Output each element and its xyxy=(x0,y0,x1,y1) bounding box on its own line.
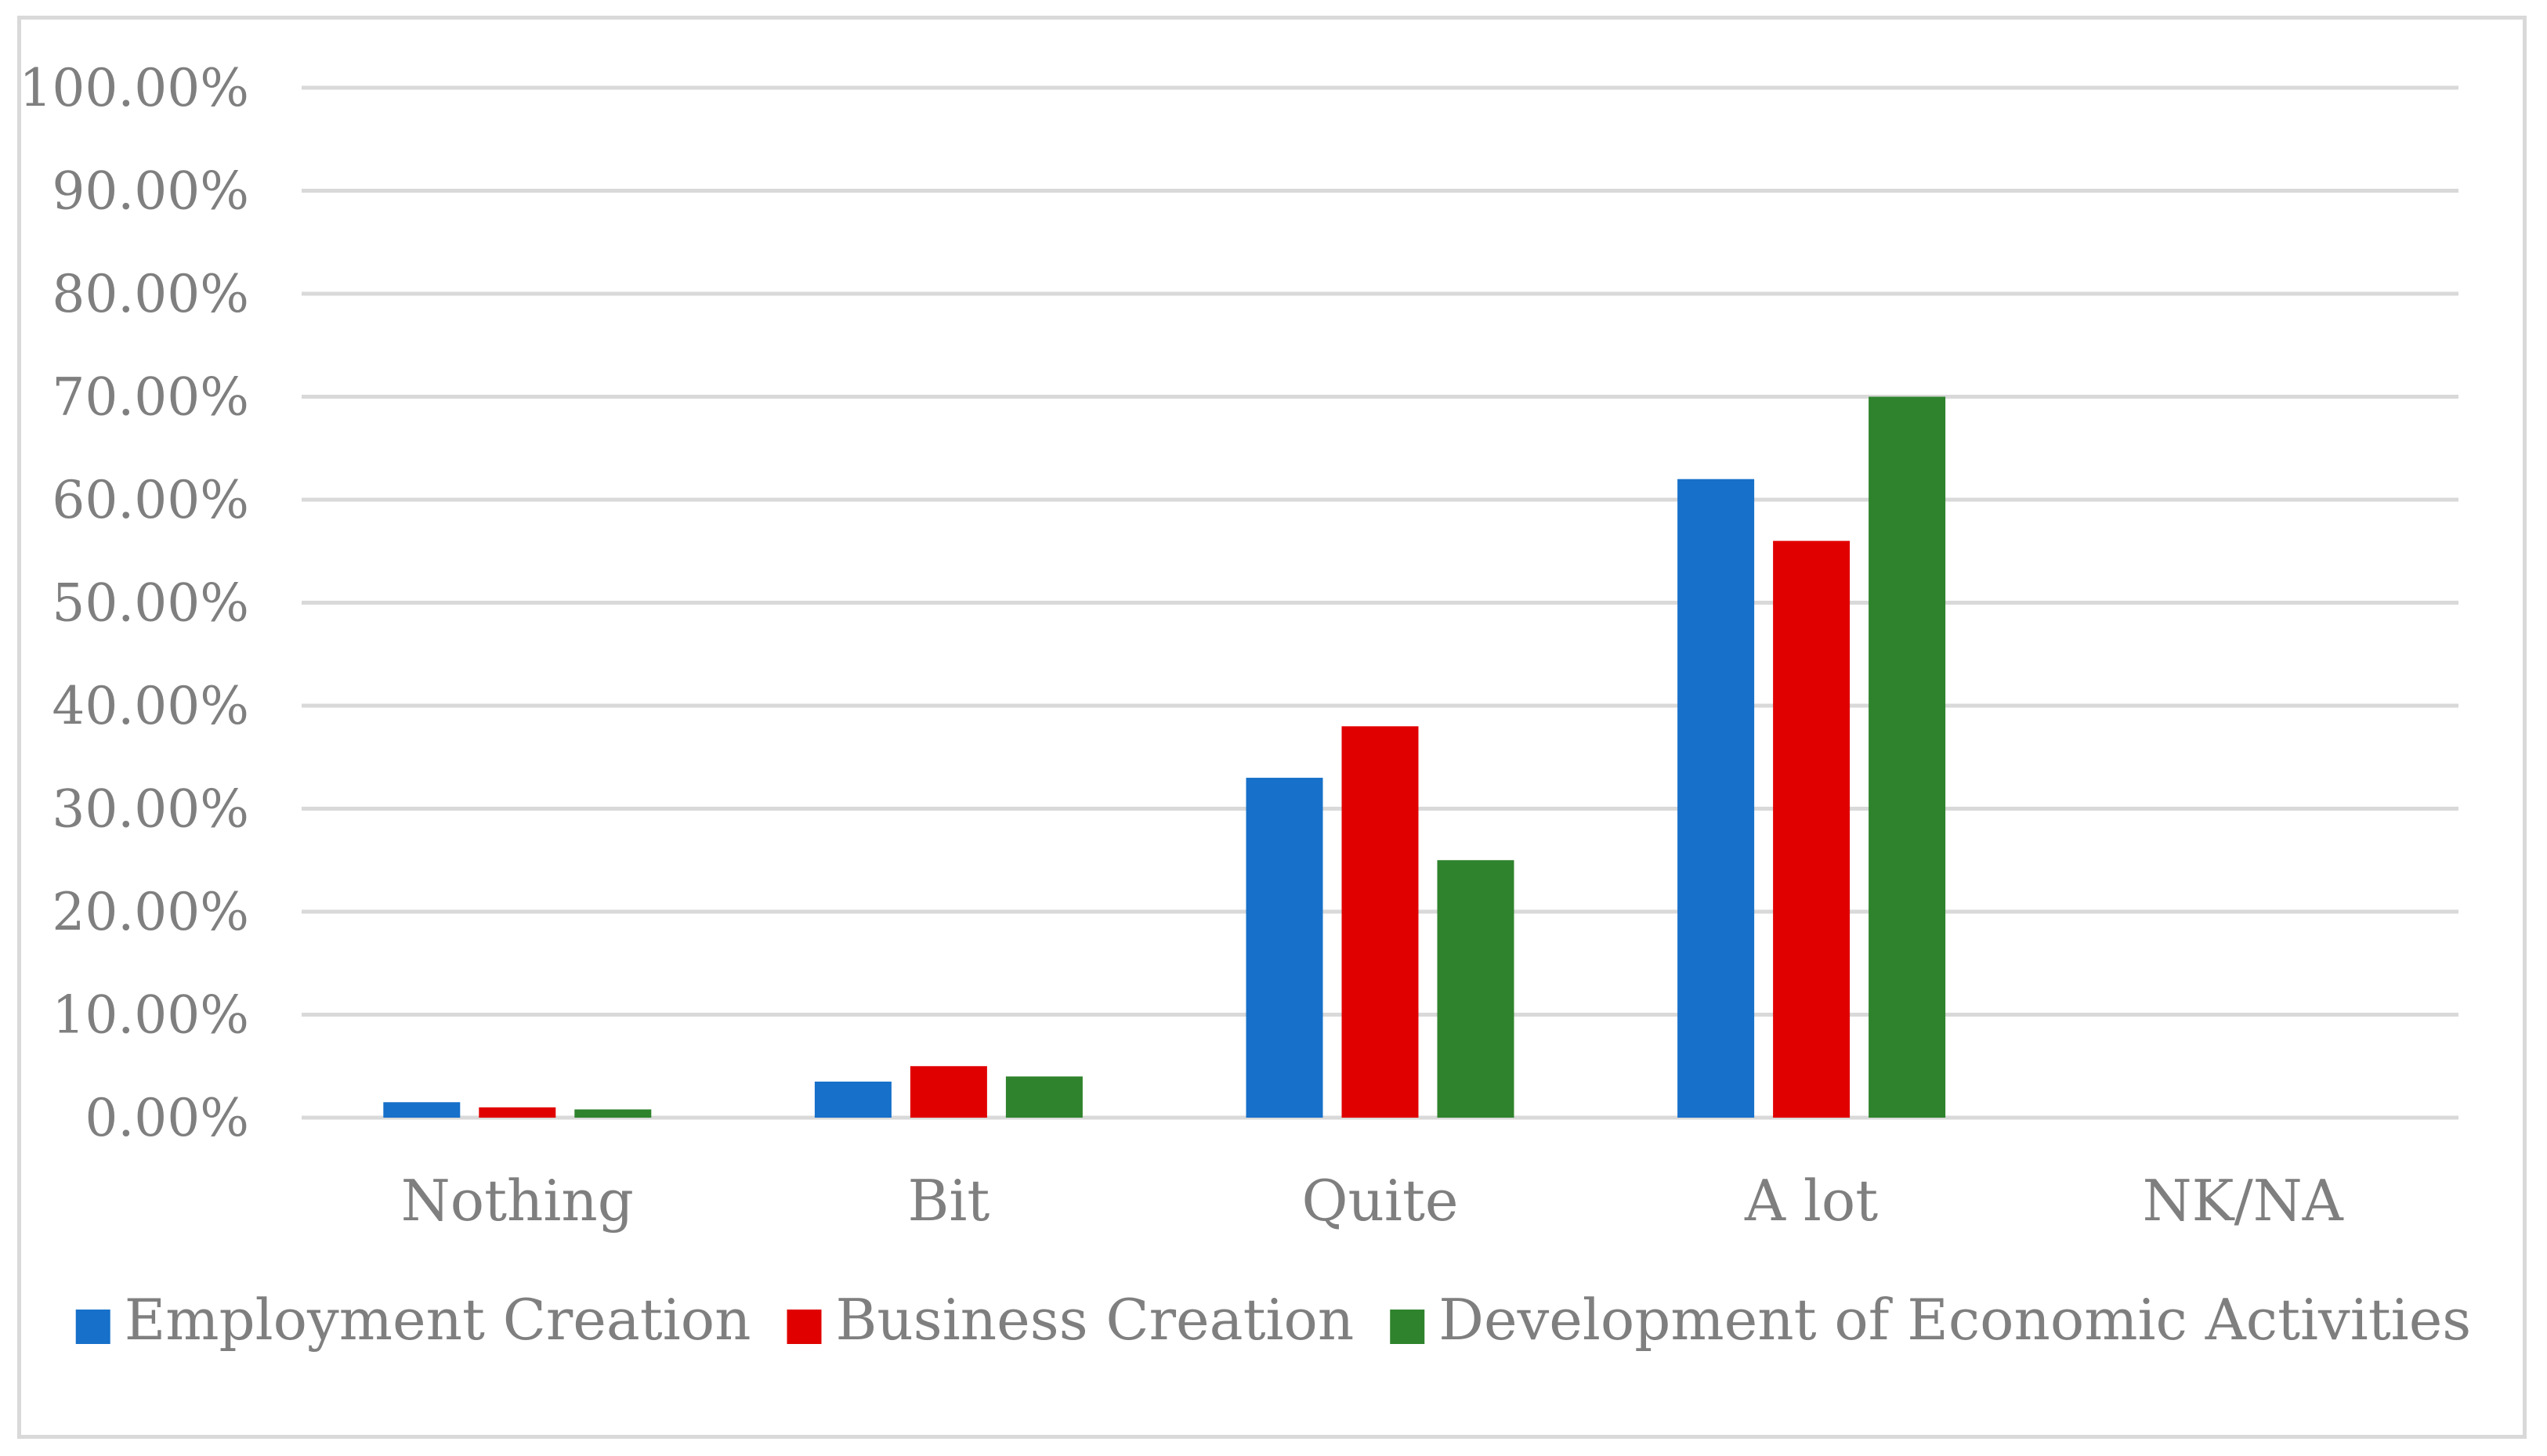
y-tick-label: 40.00% xyxy=(52,676,249,736)
x-category-label: Quite xyxy=(1302,1168,1459,1234)
legend-swatch xyxy=(1390,1310,1425,1344)
y-tick-label: 30.00% xyxy=(52,779,249,840)
y-tick-label: 10.00% xyxy=(52,985,249,1046)
x-category-label: Bit xyxy=(907,1168,989,1234)
gridlines xyxy=(302,85,2458,1120)
legend-label: Development of Economic Activities xyxy=(1438,1287,2471,1353)
bar-development-of-economic-activities-a-lot xyxy=(1869,396,1946,1118)
y-tick-label: 60.00% xyxy=(52,470,249,530)
bar-business-creation-quite xyxy=(1341,726,1419,1118)
x-axis-categories: Nothing Bit Quite A lot NK/NA xyxy=(401,1168,2344,1234)
bar-business-creation-bit xyxy=(910,1066,987,1118)
x-category-label: A lot xyxy=(1744,1168,1878,1234)
bar-employment-creation-nothing xyxy=(383,1102,461,1118)
bar-business-creation-a-lot xyxy=(1773,540,1851,1118)
y-tick-label: 70.00% xyxy=(52,367,249,428)
bars xyxy=(383,396,1946,1118)
bar-employment-creation-a-lot xyxy=(1677,479,1755,1118)
legend-swatch xyxy=(75,1310,110,1344)
bar-development-of-economic-activities-nothing xyxy=(574,1109,652,1118)
bar-employment-creation-quite xyxy=(1246,778,1323,1118)
x-category-label: Nothing xyxy=(401,1168,634,1234)
chart-frame xyxy=(17,16,2527,1439)
y-axis-ticks: 0.00% 10.00% 20.00% 30.00% 40.00% 50.00% 60.00… xyxy=(19,58,249,1148)
legend-label: Employment Creation xyxy=(125,1287,751,1353)
x-category-label: NK/NA xyxy=(2143,1168,2344,1234)
y-tick-label: 80.00% xyxy=(52,264,249,324)
y-tick-label: 100.00% xyxy=(19,58,249,118)
y-tick-label: 0.00% xyxy=(85,1088,249,1148)
legend: Employment Creation Business Creation Deve… xyxy=(75,1287,2471,1353)
bar-business-creation-nothing xyxy=(479,1107,556,1118)
bar-development-of-economic-activities-quite xyxy=(1437,860,1514,1118)
y-tick-label: 20.00% xyxy=(52,882,249,942)
legend-label: Business Creation xyxy=(836,1287,1355,1353)
y-tick-label: 90.00% xyxy=(52,161,249,222)
y-tick-label: 50.00% xyxy=(52,573,249,634)
bar-development-of-economic-activities-bit xyxy=(1005,1076,1083,1118)
bar-employment-creation-bit xyxy=(814,1081,892,1118)
legend-swatch xyxy=(787,1310,822,1344)
